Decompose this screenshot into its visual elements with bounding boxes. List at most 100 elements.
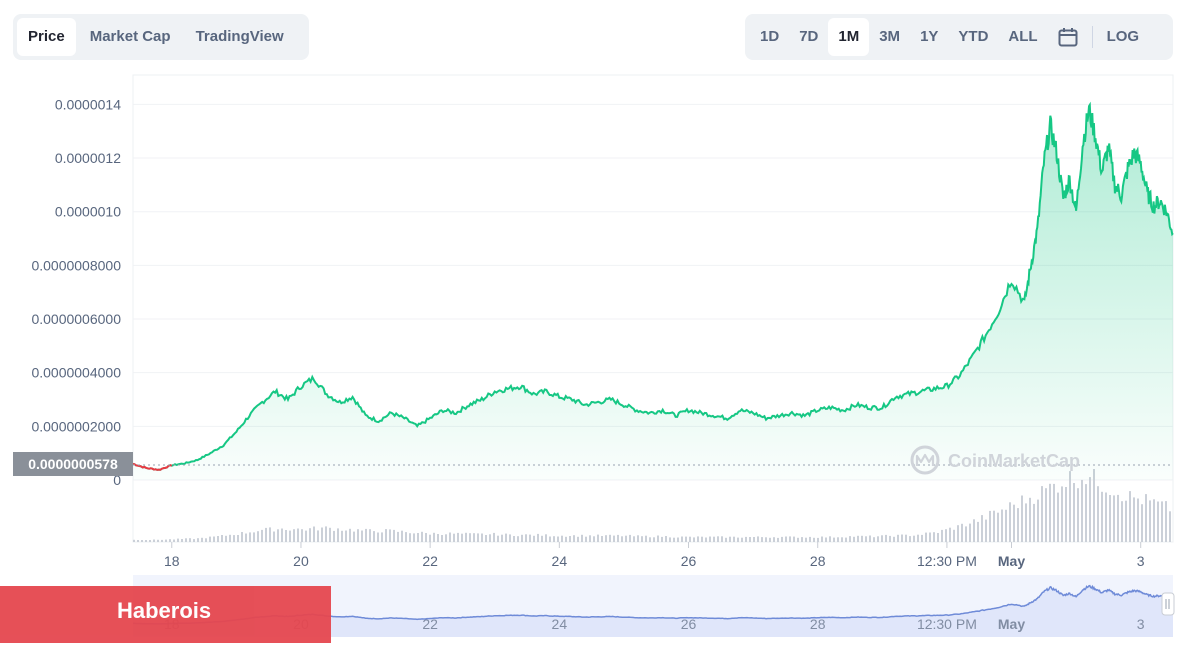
volume-bar — [665, 536, 667, 542]
volume-bar — [897, 534, 899, 542]
volume-bar — [1081, 479, 1083, 542]
volume-bar — [1057, 492, 1059, 542]
volume-bar — [233, 535, 235, 542]
volume-bar — [965, 526, 967, 542]
volume-bar — [653, 537, 655, 542]
volume-bar — [453, 533, 455, 542]
volume-bar — [445, 534, 447, 542]
volume-bar — [529, 534, 531, 542]
navigator-handle[interactable] — [1161, 592, 1175, 616]
navigator-area — [133, 585, 1173, 637]
volume-bar — [457, 532, 459, 542]
volume-bar — [421, 531, 423, 542]
range-1y[interactable]: 1Y — [920, 28, 939, 45]
volume-bar — [941, 529, 943, 542]
volume-bar — [1049, 483, 1051, 542]
tab-tradingview[interactable]: TradingView — [195, 28, 284, 45]
range-all[interactable]: ALL — [1008, 28, 1038, 45]
volume-bar — [133, 539, 135, 542]
y-tick-label: 0.0000010 — [55, 204, 121, 220]
chart-type-tabs: Price Market Cap TradingView — [13, 14, 309, 60]
volume-bar — [769, 537, 771, 542]
volume-bar — [1017, 508, 1019, 542]
volume-bar — [961, 523, 963, 542]
volume-bar — [885, 534, 887, 542]
volume-bar — [309, 528, 311, 542]
volume-bar — [881, 535, 883, 542]
range-ytd[interactable]: YTD — [958, 28, 989, 45]
volume-bar — [1073, 483, 1075, 542]
range-3m[interactable]: 3M — [879, 28, 901, 45]
volume-bar — [1085, 484, 1087, 542]
volume-bar — [165, 539, 167, 542]
volume-bar — [1005, 509, 1007, 542]
volume-bar — [753, 537, 755, 542]
volume-bar — [729, 536, 731, 542]
log-scale-toggle[interactable]: LOG — [1106, 28, 1140, 45]
volume-bar — [329, 527, 331, 542]
volume-bar — [541, 535, 543, 542]
volume-bar — [669, 537, 671, 542]
volume-bar — [801, 537, 803, 542]
current-price-value: 0.0000000578 — [28, 456, 118, 472]
volume-bar — [677, 537, 679, 542]
volume-bar — [821, 536, 823, 542]
volume-bar — [845, 537, 847, 542]
range-7d[interactable]: 7D — [799, 28, 819, 45]
tab-price[interactable]: Price — [17, 18, 76, 56]
volume-bar — [333, 530, 335, 542]
tab-market-cap[interactable]: Market Cap — [89, 28, 171, 45]
volume-bar — [989, 510, 991, 542]
volume-bar — [469, 533, 471, 542]
volume-bar — [649, 537, 651, 542]
navigator-line — [132, 584, 1174, 625]
volume-bar — [521, 534, 523, 542]
volume-bar — [177, 538, 179, 542]
volume-bar — [441, 535, 443, 542]
volume-bar — [637, 535, 639, 542]
range-1d[interactable]: 1D — [760, 28, 780, 45]
volume-bar — [1065, 487, 1067, 542]
volume-bar — [229, 534, 231, 542]
y-tick-label: 0.0000002000 — [31, 418, 121, 434]
range-divider — [1091, 26, 1093, 48]
volume-bar — [773, 537, 775, 542]
volume-bar — [237, 535, 239, 542]
x-tick-label: 24 — [552, 553, 568, 569]
volume-bar — [485, 535, 487, 542]
volume-bar — [641, 536, 643, 542]
volume-bar — [169, 539, 171, 542]
volume-bar — [161, 539, 163, 542]
volume-bar — [957, 525, 959, 542]
volume-bar — [173, 539, 175, 542]
x-tick-label: May — [998, 553, 1025, 569]
volume-bar — [1109, 495, 1111, 542]
volume-bar — [693, 537, 695, 542]
volume-bar — [953, 529, 955, 542]
y-tick-label: 0.0000012 — [55, 150, 121, 166]
volume-bar — [253, 532, 255, 542]
volume-bar — [713, 536, 715, 542]
volume-bar — [405, 532, 407, 542]
volume-bar — [409, 533, 411, 542]
volume-bar — [249, 532, 251, 542]
volume-bar — [361, 530, 363, 542]
navigator-tick-label: 26 — [681, 616, 697, 632]
volume-bar — [473, 533, 475, 542]
volume-bar — [1149, 500, 1151, 542]
volume-bar — [353, 531, 355, 542]
calendar-icon[interactable] — [1048, 18, 1088, 56]
volume-bar — [225, 535, 227, 542]
volume-bar — [193, 539, 195, 542]
y-axis: 0 0.0000002000 0.0000004000 0.0000006000 0.0… — [31, 96, 121, 488]
volume-bar — [825, 537, 827, 542]
volume-bar — [137, 540, 139, 542]
watermark-text: CoinMarketCap — [948, 451, 1080, 471]
volume-bar — [557, 536, 559, 542]
volume-bar — [317, 530, 319, 542]
volume-bar — [221, 535, 223, 542]
range-1m[interactable]: 1M — [828, 18, 870, 56]
volume-bar — [437, 534, 439, 542]
x-tick-label: 20 — [293, 553, 309, 569]
